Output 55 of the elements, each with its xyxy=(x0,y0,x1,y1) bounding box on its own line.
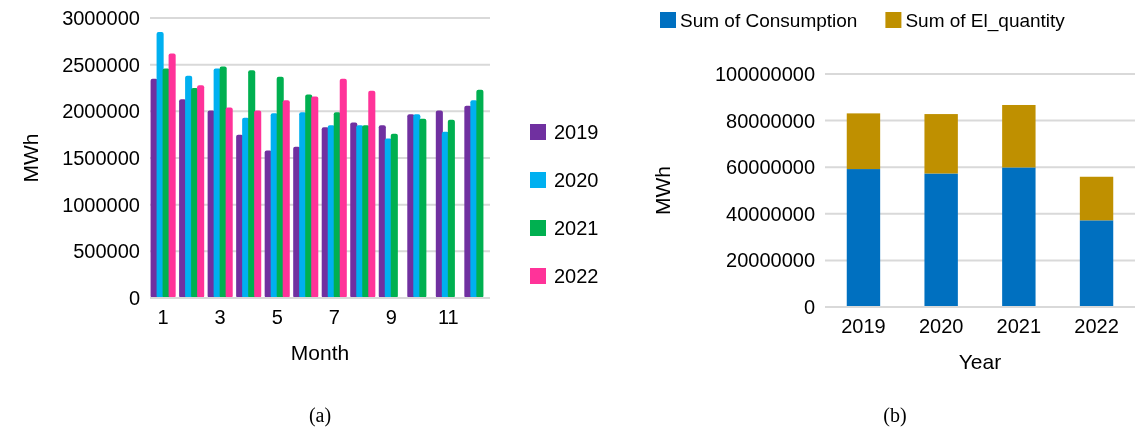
y-axis-title: MWh xyxy=(650,166,674,215)
text: (a) xyxy=(308,404,332,427)
y-tick-label: 100000000 xyxy=(714,63,815,85)
y-tick-label: 60000000 xyxy=(726,156,815,179)
bar xyxy=(924,114,958,174)
legend-label: 2020 xyxy=(554,169,599,191)
bar xyxy=(390,133,398,298)
bar xyxy=(1079,176,1114,221)
bar xyxy=(447,119,455,298)
bar xyxy=(1002,104,1036,168)
bar xyxy=(1079,220,1114,307)
bar xyxy=(282,100,290,298)
bar xyxy=(924,173,958,307)
bar xyxy=(419,118,427,298)
y-tick-label: 0 xyxy=(803,296,815,318)
legend-label: Sum of Consumption xyxy=(680,9,858,31)
y-tick-label: 3000000 xyxy=(62,7,140,29)
y-tick-label: 80000000 xyxy=(726,109,815,132)
y-tick-label: 1500000 xyxy=(62,147,140,169)
x-tick-label: 2019 xyxy=(841,315,886,337)
legend-label: 2022 xyxy=(554,265,599,287)
bar xyxy=(846,113,881,170)
x-tick-label: 2022 xyxy=(1074,315,1119,337)
x-tick-label: 11 xyxy=(437,306,459,328)
x-axis-title: Year xyxy=(958,350,1002,373)
text: (b) xyxy=(883,404,907,427)
bar xyxy=(339,78,347,298)
bar xyxy=(254,110,262,298)
legend-label: 2019 xyxy=(554,121,599,143)
x-axis-title: Month xyxy=(290,341,350,364)
x-tick-label: 2020 xyxy=(918,315,964,337)
y-tick-label: 2000000 xyxy=(62,100,140,123)
legend-label: 2021 xyxy=(554,217,599,239)
bar xyxy=(476,89,484,298)
x-tick-label: 1 xyxy=(157,306,169,328)
bar xyxy=(168,53,176,298)
bar xyxy=(225,107,233,298)
x-tick-label: 7 xyxy=(328,306,340,328)
y-tick-label: 2500000 xyxy=(62,53,140,76)
bar xyxy=(846,169,881,307)
y-axis-title: MWh xyxy=(18,133,42,183)
bar xyxy=(311,96,319,298)
y-tick-label: 20000000 xyxy=(726,249,815,272)
x-tick-label: 2021 xyxy=(996,315,1042,337)
y-tick-label: 500000 xyxy=(73,240,140,263)
y-tick-label: 0 xyxy=(128,287,140,309)
bar xyxy=(197,85,205,298)
x-tick-label: 9 xyxy=(385,306,397,328)
bar xyxy=(1002,167,1036,307)
bar xyxy=(368,90,376,298)
x-tick-label: 3 xyxy=(214,306,226,328)
legend-label: Sum of El_quantity xyxy=(905,9,1066,32)
y-tick-label: 1000000 xyxy=(62,193,140,216)
y-tick-label: 40000000 xyxy=(726,202,815,225)
x-tick-label: 5 xyxy=(271,306,283,328)
